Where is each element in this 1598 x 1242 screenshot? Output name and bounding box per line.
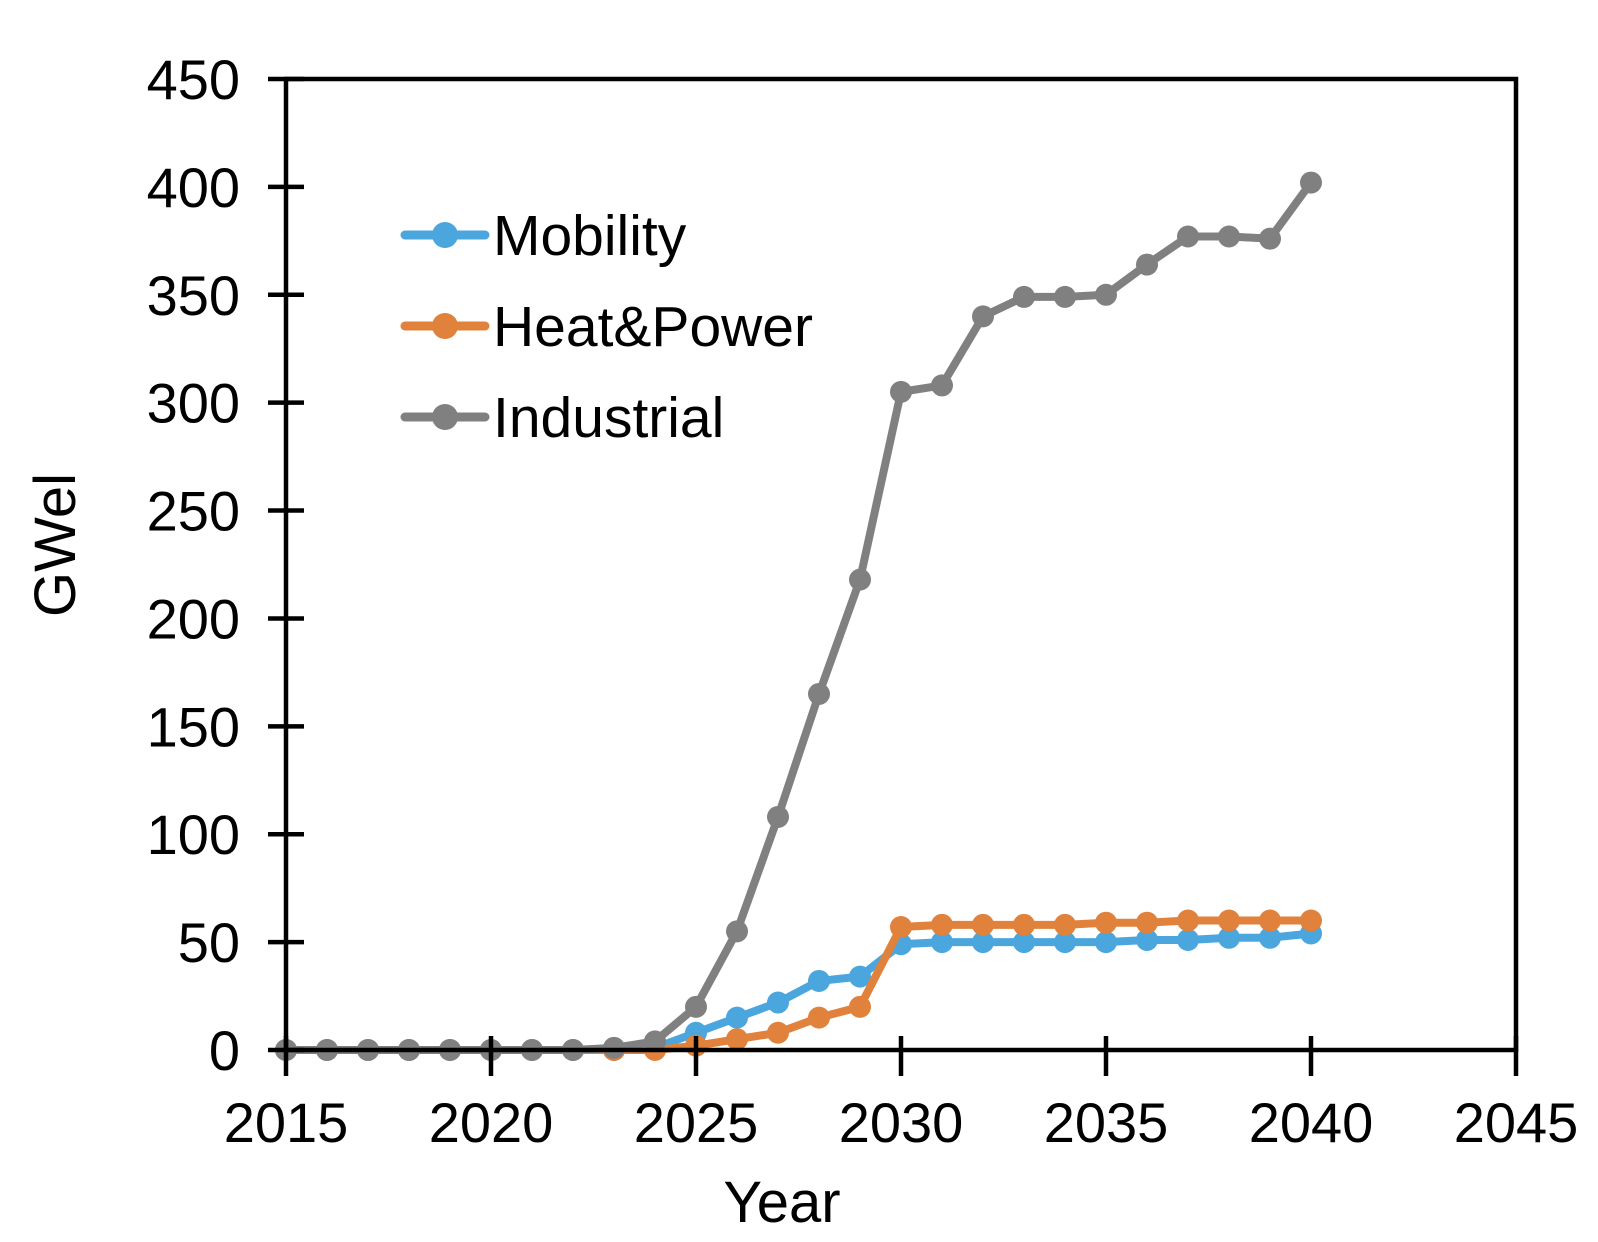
y-tick-label: 50 <box>178 911 240 974</box>
data-point-industrial <box>972 305 994 328</box>
x-tick-label: 2035 <box>1044 1091 1169 1154</box>
data-point-mobility <box>808 969 830 992</box>
data-point-heat-power <box>849 995 871 1018</box>
plot-border <box>283 76 1519 1053</box>
x-tick-label: 2030 <box>839 1091 964 1154</box>
data-point-industrial <box>808 682 830 705</box>
y-tick-label: 450 <box>147 48 240 111</box>
y-tick-label: 100 <box>147 803 240 866</box>
y-axis-title: GWel <box>23 473 88 617</box>
data-point-heat-power <box>972 913 994 936</box>
x-tick-label: 2045 <box>1454 1091 1579 1154</box>
data-point-mobility <box>1218 926 1240 949</box>
data-point-mobility <box>849 965 871 988</box>
data-point-industrial <box>1259 227 1281 250</box>
y-tick-label: 200 <box>147 587 240 650</box>
data-point-heat-power <box>931 913 953 936</box>
legend-marker-mobility <box>432 222 458 248</box>
data-point-industrial <box>849 568 871 591</box>
data-point-mobility <box>972 931 994 954</box>
legend-label-mobility: Mobility <box>493 204 687 268</box>
data-point-heat-power <box>1177 909 1199 932</box>
data-point-mobility <box>1095 931 1117 954</box>
legend-label-heat-power: Heat&Power <box>493 295 813 359</box>
data-point-mobility <box>1013 931 1035 954</box>
data-point-mobility <box>931 931 953 954</box>
x-tick-label: 2040 <box>1249 1091 1374 1154</box>
legend-label-industrial: Industrial <box>493 386 724 450</box>
x-axis-title: Year <box>723 1170 840 1235</box>
data-point-industrial <box>644 1030 666 1053</box>
data-point-industrial <box>726 920 748 943</box>
data-point-heat-power <box>767 1021 789 1044</box>
data-point-mobility <box>1177 928 1199 951</box>
data-point-heat-power <box>726 1028 748 1051</box>
data-point-heat-power <box>1136 911 1158 934</box>
data-point-industrial <box>890 380 912 403</box>
data-point-heat-power <box>1054 913 1076 936</box>
y-tick-label: 0 <box>209 1019 240 1082</box>
data-point-heat-power <box>1300 909 1322 932</box>
x-tick-label: 2025 <box>634 1091 759 1154</box>
data-point-heat-power <box>1259 909 1281 932</box>
y-tick-label: 350 <box>147 264 240 327</box>
y-tick-label: 150 <box>147 695 240 758</box>
data-point-heat-power <box>890 916 912 939</box>
data-point-industrial <box>1177 225 1199 248</box>
data-point-mobility <box>1054 931 1076 954</box>
x-tick-label: 2015 <box>224 1091 349 1154</box>
data-point-industrial <box>1300 171 1322 194</box>
data-point-industrial <box>685 995 707 1018</box>
data-point-heat-power <box>1095 911 1117 934</box>
data-point-mobility <box>1259 926 1281 949</box>
series-line-mobility <box>282 929 1315 1054</box>
data-point-mobility <box>767 991 789 1014</box>
data-point-industrial <box>767 805 789 828</box>
data-point-industrial <box>1136 253 1158 276</box>
data-point-industrial <box>1218 225 1240 248</box>
data-point-heat-power <box>808 1006 830 1029</box>
data-point-heat-power <box>1218 909 1240 932</box>
data-point-industrial <box>1054 285 1076 308</box>
data-point-mobility <box>1136 928 1158 951</box>
data-point-industrial <box>1095 283 1117 306</box>
data-point-mobility <box>726 1006 748 1029</box>
data-point-industrial <box>1013 285 1035 308</box>
y-tick-label: 250 <box>147 480 240 543</box>
y-tick-label: 300 <box>147 372 240 435</box>
y-tick-label: 400 <box>147 156 240 219</box>
x-tick-label: 2020 <box>429 1091 554 1154</box>
data-point-heat-power <box>1013 913 1035 936</box>
legend-marker-industrial <box>432 404 458 430</box>
legend-marker-heat-power <box>432 313 458 339</box>
data-point-industrial <box>931 374 953 397</box>
